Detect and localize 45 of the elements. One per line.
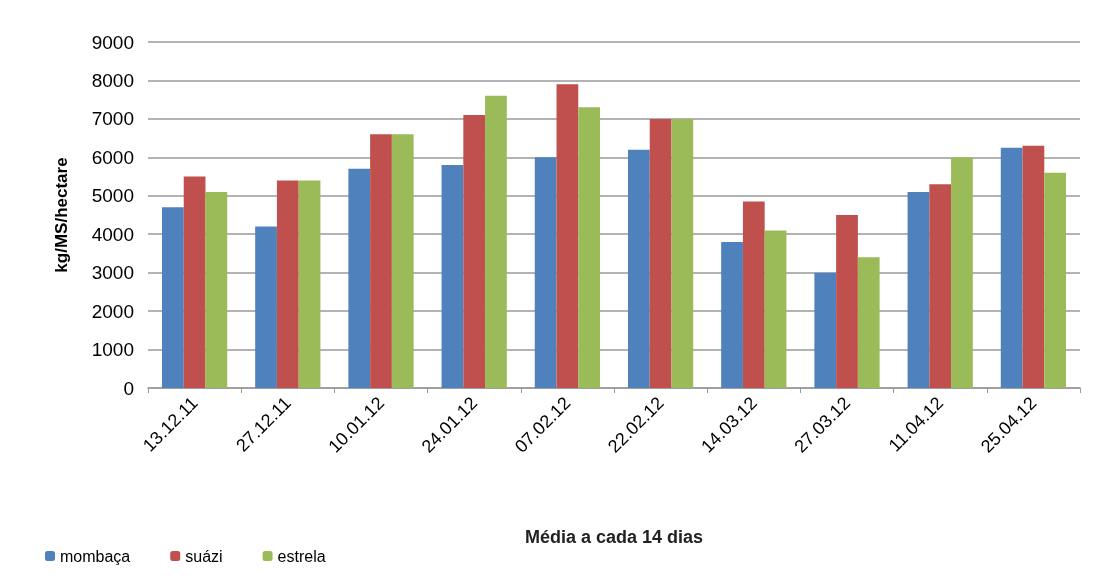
bar (814, 272, 837, 388)
y-tick-label: 2000 (91, 300, 134, 322)
bar (649, 118, 672, 388)
y-tick-label: 5000 (91, 185, 134, 207)
y-tick-label: 1000 (91, 339, 134, 361)
bar (1044, 172, 1067, 388)
bar (485, 95, 507, 388)
bar (907, 191, 930, 388)
bar (929, 184, 952, 388)
bar (627, 149, 650, 388)
legend-label: suázi (185, 547, 223, 565)
bar (205, 191, 228, 388)
bar (348, 168, 371, 388)
bar (298, 180, 321, 388)
legend-label: estrela (277, 547, 326, 565)
bar (370, 134, 392, 388)
legend-label: mombaça (60, 547, 131, 565)
y-tick-label: 3000 (91, 262, 134, 284)
bar (857, 257, 880, 388)
y-tick-label: 0 (123, 377, 134, 399)
bar (276, 180, 299, 388)
bar (951, 157, 973, 388)
y-tick-label: 9000 (91, 31, 134, 53)
bar (441, 165, 464, 388)
bar (742, 201, 765, 388)
bar (463, 115, 486, 388)
y-tick-label: 6000 (91, 146, 134, 168)
y-tick-label: 7000 (91, 108, 134, 130)
bar (1022, 145, 1045, 388)
bar (183, 176, 206, 388)
bar (836, 215, 858, 388)
bar (721, 241, 743, 388)
bar (764, 230, 787, 388)
bar (578, 107, 601, 388)
y-tick-label: 4000 (91, 223, 134, 245)
y-axis-title: kg/MS/hectare (52, 157, 71, 273)
bar (671, 118, 694, 388)
bar (255, 226, 277, 388)
bar (1000, 147, 1023, 388)
x-axis-title: Média a cada 14 dias (524, 527, 704, 547)
y-tick-label: 8000 (91, 69, 134, 91)
bar (161, 207, 184, 388)
bar (534, 157, 557, 388)
bar (556, 84, 579, 388)
bar (391, 134, 414, 388)
